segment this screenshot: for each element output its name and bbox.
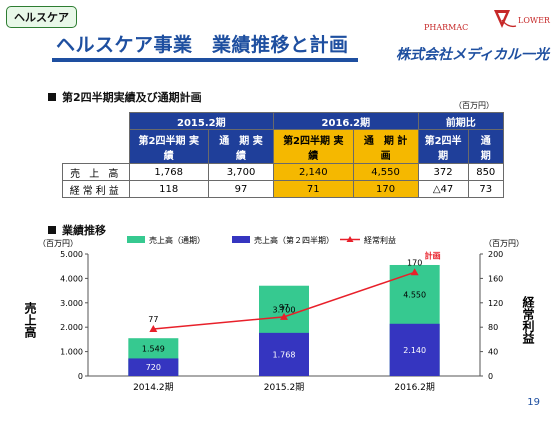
legend-marker-profit (346, 236, 354, 242)
right-tick-label: 80 (488, 323, 498, 332)
right-tick-label: 0 (488, 372, 493, 381)
profit-label: 77 (148, 315, 158, 324)
left-tick-label: 5.000 (60, 250, 83, 259)
profit-marker (149, 325, 158, 333)
data-label-q2: 720 (146, 363, 161, 372)
bullet-square-icon (48, 226, 56, 234)
data-label-q2: 1.768 (273, 350, 296, 359)
table-cell: 372 (417, 163, 469, 181)
yoy-header: 前期比 (417, 112, 505, 130)
row-label: 売 上 高 (62, 163, 130, 181)
right-tick-label: 200 (488, 250, 503, 259)
table-cell: 71 (273, 180, 354, 198)
legend-label-profit: 経常利益 (364, 235, 396, 245)
table-cell: 3,700 (207, 163, 275, 181)
table-heading-text: 第2四半期実績及び通期計画 (62, 91, 202, 104)
table-cell: 118 (128, 180, 209, 198)
page-title: ヘルスケア事業 業績推移と計画 (56, 34, 349, 56)
data-label-full: 3.700 (273, 305, 296, 314)
plan-label: 計画 (425, 250, 441, 260)
sub-header-yoy-q2: 第2四半期 (417, 129, 469, 164)
legend-swatch-q2 (232, 236, 250, 243)
page-number: 19 (527, 397, 540, 408)
table-cell: 2,140 (273, 163, 354, 181)
left-tick-label: 0 (78, 372, 83, 381)
right-tick-label: 120 (488, 299, 503, 308)
performance-chart: 売上高（通期） 売上高（第２四半期） 経常利益 （百万円） （百万円） 売上高 … (23, 235, 535, 393)
right-axis-unit: （百万円） (484, 239, 524, 248)
table-cell: 170 (352, 180, 419, 198)
results-table: 2015.2期 2016.2期 前期比 第2四半期 実 績 通 期 実 績 第2… (62, 112, 505, 198)
data-label-full: 1.549 (142, 344, 165, 353)
company-logo (494, 10, 517, 28)
chart-heading-text: 業績推移 (62, 224, 106, 237)
legend-label-full: 売上高（通期） (149, 235, 205, 245)
data-label-full: 4.550 (403, 290, 426, 299)
table-cell: 73 (467, 180, 504, 198)
right-tick-label: 160 (488, 274, 503, 283)
left-axis-unit: （百万円） (38, 239, 78, 248)
x-tick-label: 2014.2期 (133, 382, 174, 393)
table-cell: 1,768 (128, 163, 209, 181)
table-row: 売 上 高 1,768 3,700 2,140 4,550 372 850 (62, 163, 504, 181)
profit-label: 97 (279, 303, 289, 312)
left-tick-label: 3.000 (60, 299, 83, 308)
sub-header-full-actual-2015: 通 期 実 績 (207, 129, 275, 164)
table-cell: 4,550 (352, 163, 419, 181)
bar-q2 (389, 323, 440, 376)
bar-q2 (128, 358, 179, 376)
chart-section-heading: 業績推移 (48, 222, 106, 238)
x-tick-label: 2015.2期 (264, 382, 305, 393)
right-axis-title: 経常利益 (521, 295, 535, 345)
data-label-q2: 2.140 (403, 346, 426, 355)
legend-swatch-full (127, 236, 145, 243)
logo-text-flower: LOWER (518, 16, 550, 25)
company-name: 株式会社メディカル一光 (396, 47, 550, 63)
left-tick-label: 1.000 (60, 348, 83, 357)
sub-header-q2-actual-2015: 第2四半期 実 績 (128, 129, 209, 164)
table-section-heading: 第2四半期実績及び通期計画 (48, 89, 202, 105)
sub-header-q2-actual-2016: 第2四半期 実 績 (273, 129, 354, 164)
logo-text-pharmac: PHARMAC (424, 23, 469, 32)
bar-q2 (259, 332, 309, 376)
profit-label: 170 (407, 258, 422, 267)
left-tick-label: 4.000 (60, 274, 83, 283)
title-underline (52, 58, 358, 62)
left-axis-title: 売上高 (23, 301, 37, 339)
left-tick-label: 2.000 (60, 323, 83, 332)
sub-header-full-plan-2016: 通 期 計 画 (352, 129, 419, 164)
sub-header-yoy-full: 通 期 (467, 129, 504, 164)
row-label: 経常利益 (62, 180, 130, 198)
right-tick-label: 40 (488, 348, 498, 357)
chart-legend: 売上高（通期） 売上高（第２四半期） 経常利益 (127, 235, 396, 245)
profit-marker (280, 312, 288, 320)
table-cell: 850 (467, 163, 504, 181)
period-2016-header: 2016.2期 (273, 112, 419, 130)
table-unit-label: （百万円） (454, 101, 494, 110)
table-corner (62, 112, 130, 164)
table-cell: △47 (417, 180, 469, 198)
table-cell: 97 (207, 180, 275, 198)
profit-marker (410, 268, 419, 276)
table-row: 経常利益 118 97 71 170 △47 73 (62, 180, 504, 198)
bullet-square-icon (48, 93, 56, 101)
segment-tag: ヘルスケア (6, 6, 77, 28)
legend-label-q2: 売上高（第２四半期） (254, 235, 334, 245)
period-2015-header: 2015.2期 (128, 112, 275, 130)
x-tick-label: 2016.2期 (394, 382, 435, 393)
